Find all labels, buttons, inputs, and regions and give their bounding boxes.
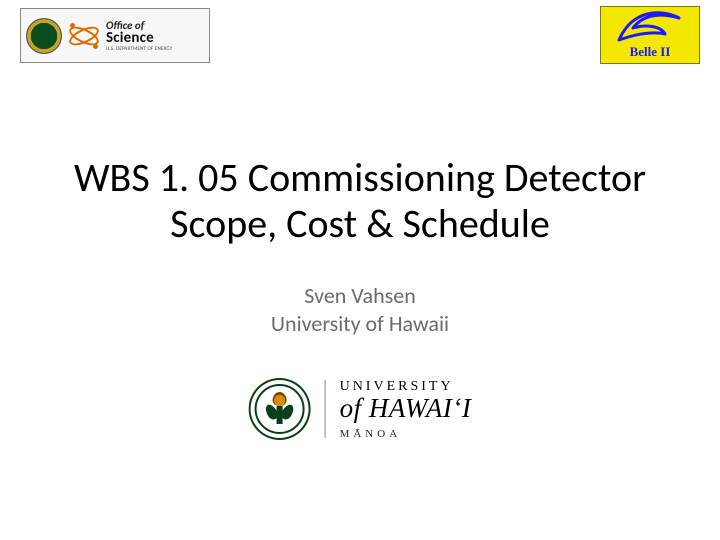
uh-logo-block: UNIVERSITY of HAWAI‘I MĀNOA bbox=[249, 378, 472, 440]
uh-line2: of HAWAI‘I bbox=[340, 393, 472, 424]
belle2-b-icon bbox=[615, 10, 685, 46]
science-orbit-icon bbox=[66, 21, 102, 51]
author-name: Sven Vahsen bbox=[0, 282, 720, 310]
belle2-caption: Belle II bbox=[630, 44, 671, 60]
uh-line3: MĀNOA bbox=[340, 428, 472, 440]
author-affiliation: University of Hawaii bbox=[0, 310, 720, 338]
belle2-logo: Belle II bbox=[600, 6, 700, 64]
author-block: Sven Vahsen University of Hawaii bbox=[0, 282, 720, 337]
title-line1: WBS 1. 05 Commissioning Detector bbox=[74, 153, 646, 202]
office-of-line3: U.S. DEPARTMENT OF ENERGY bbox=[106, 47, 204, 52]
title-line2: Scope, Cost & Schedule bbox=[170, 199, 550, 248]
slide-title: WBS 1. 05 Commissioning Detector Scope, … bbox=[0, 155, 720, 247]
uh-wordmark: UNIVERSITY of HAWAI‘I MĀNOA bbox=[340, 379, 472, 440]
doe-seal-icon bbox=[26, 18, 62, 54]
office-of-science-text: Office of Science U.S. DEPARTMENT OF ENE… bbox=[106, 20, 204, 52]
slide: Office of Science U.S. DEPARTMENT OF ENE… bbox=[0, 0, 720, 540]
doe-office-of-science-logo: Office of Science U.S. DEPARTMENT OF ENE… bbox=[20, 8, 210, 63]
uh-divider bbox=[325, 380, 326, 438]
uh-seal-icon bbox=[249, 378, 311, 440]
office-of-line2: Science bbox=[106, 31, 204, 46]
